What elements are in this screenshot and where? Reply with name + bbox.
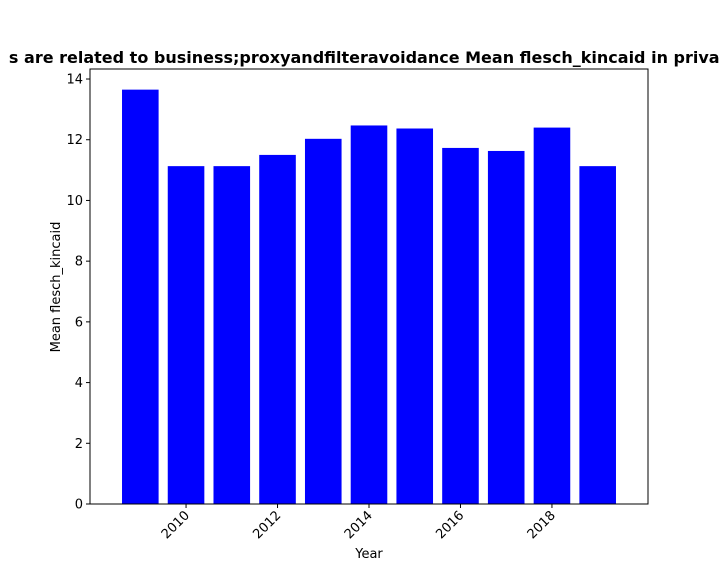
bar-2010 <box>167 166 205 504</box>
bars-group <box>122 89 616 505</box>
bar-2017 <box>487 150 525 504</box>
y-tick-label-14: 14 <box>66 73 83 88</box>
y-tick-label-10: 10 <box>66 194 83 209</box>
bar-2014 <box>350 125 388 505</box>
bar-2011 <box>213 166 251 504</box>
bar-2019 <box>579 166 616 504</box>
bar-2015 <box>396 128 434 504</box>
chart-title: s are related to business;proxyandfilter… <box>9 48 720 67</box>
y-tick-label-6: 6 <box>75 315 83 330</box>
y-tick-label-4: 4 <box>75 376 83 391</box>
y-axis: 0 2 4 6 8 10 12 14 <box>66 73 90 513</box>
y-axis-title: Mean flesch_kincaid <box>49 222 64 353</box>
x-axis-title: Year <box>354 547 383 562</box>
y-tick-label-2: 2 <box>75 437 83 452</box>
y-tick-label-0: 0 <box>75 498 83 513</box>
y-tick-label-8: 8 <box>75 255 83 270</box>
bar-2013 <box>304 138 342 504</box>
bar-2012 <box>259 154 296 504</box>
bar-2018 <box>533 127 571 504</box>
y-tick-label-12: 12 <box>66 133 83 148</box>
bar-2009 <box>122 89 159 504</box>
bar-2016 <box>442 147 479 504</box>
